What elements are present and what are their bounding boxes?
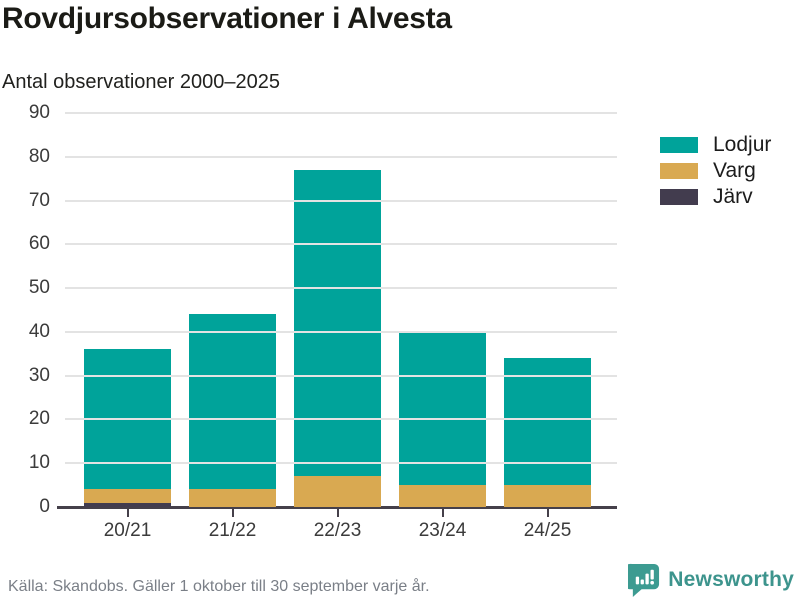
stacked-bar-22-23 xyxy=(294,169,381,507)
bar-segment-järv xyxy=(84,502,171,507)
gridline xyxy=(65,243,617,246)
bars-container xyxy=(84,113,617,507)
stacked-bar-20-21 xyxy=(84,349,171,507)
bar-segment-lodjur xyxy=(294,169,381,477)
x-axis-line xyxy=(57,506,617,509)
stacked-bar-24-25 xyxy=(504,358,591,507)
x-axis-tick xyxy=(441,509,444,517)
legend: Lodjur Varg Järv xyxy=(660,133,771,215)
bar-segment-lodjur xyxy=(399,331,486,486)
y-axis-tick-label: 40 xyxy=(28,320,50,342)
legend-swatch-varg xyxy=(660,163,698,179)
legend-label: Varg xyxy=(713,159,756,182)
newsworthy-speech-bubble-chart-icon xyxy=(628,563,660,597)
y-axis-tick-label: 50 xyxy=(28,277,50,299)
gridline xyxy=(65,462,617,465)
y-axis-tick-label: 70 xyxy=(28,189,50,211)
y-axis-tick-label: 0 xyxy=(39,496,50,517)
brand-name: Newsworthy xyxy=(668,567,794,591)
y-axis-tick-label: 10 xyxy=(28,452,50,474)
gridline xyxy=(65,199,617,202)
bar-segment-varg xyxy=(189,489,276,507)
legend-item-varg: Varg xyxy=(660,159,771,182)
gridline xyxy=(65,112,617,114)
bar-segment-varg xyxy=(399,485,486,507)
legend-swatch-lodjur xyxy=(660,137,698,153)
legend-label: Järv xyxy=(713,185,753,208)
chart-subtitle: Antal observationer 2000–2025 xyxy=(2,71,280,93)
bar-segment-lodjur xyxy=(504,358,591,486)
bar-segment-lodjur xyxy=(189,314,276,490)
gridline xyxy=(65,374,617,377)
gridline xyxy=(65,155,617,158)
y-axis-tick-label: 60 xyxy=(28,233,50,255)
x-axis-tick xyxy=(126,509,129,517)
legend-label: Lodjur xyxy=(713,133,772,156)
y-axis-tick-label: 20 xyxy=(28,408,50,430)
legend-item-lodjur: Lodjur xyxy=(660,133,771,156)
x-axis-category-label: 21/22 xyxy=(208,520,257,541)
bar-segment-varg xyxy=(504,485,591,507)
stacked-bar-23-24 xyxy=(399,331,486,507)
x-axis-tick xyxy=(336,509,339,517)
y-axis-tick-label: 80 xyxy=(28,145,50,167)
y-axis-tick-label: 90 xyxy=(28,102,50,123)
y-axis-tick-label: 30 xyxy=(28,364,50,386)
gridline xyxy=(65,330,617,333)
x-axis-category-label: 20/21 xyxy=(103,520,152,541)
source-note: Källa: Skandobs. Gäller 1 oktober till 3… xyxy=(8,578,430,595)
x-axis-category-label: 22/23 xyxy=(313,520,362,541)
x-axis-tick xyxy=(546,509,549,517)
bar-segment-varg xyxy=(84,489,171,503)
x-axis-category-labels: 20/21 21/22 22/23 23/24 24/25 xyxy=(65,520,617,542)
plot-area xyxy=(57,112,617,509)
gridline xyxy=(65,418,617,421)
x-axis-tick xyxy=(231,509,234,517)
bar-segment-varg xyxy=(294,476,381,507)
stacked-bar-21-22 xyxy=(189,314,276,507)
page-title: Rovdjursobservationer i Alvesta xyxy=(2,2,452,35)
y-axis-labels: 0 10 20 30 40 50 60 70 80 90 xyxy=(0,103,50,517)
gridline xyxy=(65,287,617,290)
newsworthy-logo[interactable]: Newsworthy xyxy=(628,562,794,597)
legend-item-jarv: Järv xyxy=(660,185,771,208)
x-axis-ticks xyxy=(65,509,617,517)
legend-swatch-jarv xyxy=(660,189,698,205)
x-axis-category-label: 23/24 xyxy=(418,520,467,541)
x-axis-category-label: 24/25 xyxy=(523,520,572,541)
